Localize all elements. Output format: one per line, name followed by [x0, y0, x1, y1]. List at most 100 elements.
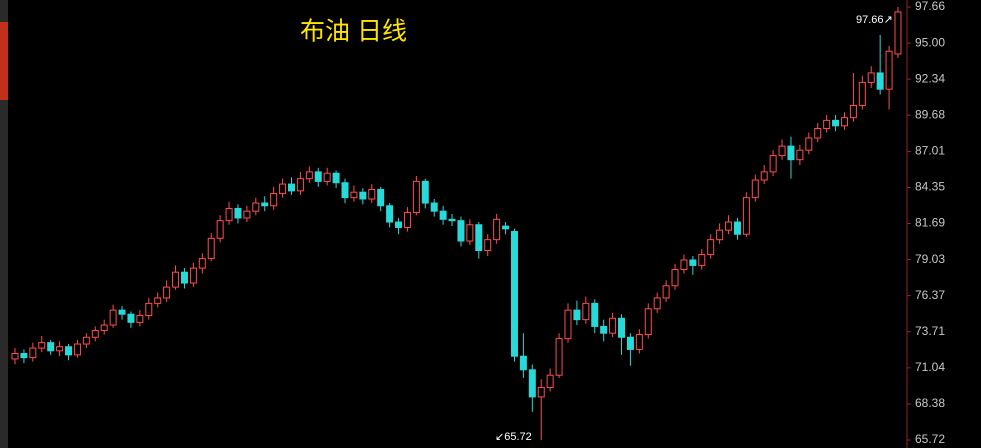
candle-body — [11, 353, 19, 360]
candle-body — [546, 374, 554, 388]
candle-body — [707, 239, 715, 256]
candle-body — [243, 210, 251, 219]
chart-title: 布油 日线 — [300, 18, 407, 46]
candle-body — [189, 267, 197, 284]
candle-body — [29, 347, 37, 359]
candle-body — [323, 172, 331, 182]
candle-body — [475, 224, 483, 252]
candle-body — [680, 259, 688, 270]
candle-body — [564, 309, 572, 340]
candle-body — [100, 324, 108, 331]
candle-body — [314, 171, 322, 182]
candle-body — [216, 220, 224, 239]
candle-body — [163, 286, 171, 299]
y-tick-label: 71.04 — [915, 360, 945, 374]
candle-body — [430, 202, 438, 212]
candle-body — [653, 297, 661, 310]
candle-body — [573, 309, 581, 321]
candle-body — [537, 386, 545, 398]
candle-body — [305, 171, 313, 180]
candle-body — [894, 11, 902, 55]
candle-body — [484, 239, 492, 252]
candle-body — [91, 329, 99, 338]
candle-body — [787, 145, 795, 161]
candle-body — [769, 155, 777, 173]
candle-body — [698, 254, 706, 266]
candle-body — [600, 325, 608, 334]
candle-body — [386, 205, 394, 223]
candle-body — [448, 218, 456, 222]
candle-body — [261, 202, 269, 207]
candle-body — [421, 180, 429, 204]
side-tab — [0, 22, 8, 100]
candle-body — [876, 72, 884, 90]
candle-body — [644, 308, 652, 336]
candle-body — [814, 128, 822, 139]
y-tick-label: 92.34 — [915, 71, 945, 85]
candle-body — [270, 193, 278, 207]
candle-body — [635, 334, 643, 350]
candle-body — [716, 229, 724, 241]
y-tick-label: 73.71 — [915, 324, 945, 338]
y-tick-label: 68.38 — [915, 396, 945, 410]
candle-body — [751, 179, 759, 199]
candle-body — [725, 221, 733, 231]
y-tick-label: 89.68 — [915, 107, 945, 121]
low-annotation: ↙65.72 — [495, 431, 532, 443]
candle-body — [760, 171, 768, 181]
candle-body — [350, 191, 358, 199]
candle-body — [671, 268, 679, 287]
candle-body — [778, 145, 786, 157]
candle-body — [109, 309, 117, 326]
candle-body — [136, 315, 144, 323]
candle-body — [287, 183, 295, 192]
candle-body — [510, 231, 518, 357]
y-tick-label: 76.37 — [915, 288, 945, 302]
candle-body — [38, 342, 46, 349]
high-annotation: 97.66↗ — [856, 14, 893, 26]
candle-body — [252, 202, 260, 212]
y-tick-label: 97.66 — [915, 0, 945, 13]
candle-body — [73, 343, 81, 356]
candle-body — [412, 180, 420, 214]
candle-body — [118, 309, 126, 315]
candle-body — [626, 336, 634, 350]
y-tick-label: 79.03 — [915, 252, 945, 266]
candle-body — [867, 72, 875, 83]
candle-body — [618, 317, 626, 338]
candle-body — [832, 119, 840, 127]
candle-body — [805, 137, 813, 151]
candle-body — [502, 225, 510, 230]
candle-body — [234, 207, 242, 219]
candle-body — [180, 271, 188, 284]
candle-body — [858, 81, 866, 106]
candle-body — [368, 189, 376, 200]
candle-body — [377, 189, 385, 207]
y-tick-label: 81.69 — [915, 216, 945, 230]
y-tick-label: 87.01 — [915, 144, 945, 158]
candle-body — [742, 197, 750, 235]
candle-body — [65, 346, 73, 356]
y-tick-label: 65.72 — [915, 432, 945, 446]
candle-body — [395, 221, 403, 228]
candle-body — [885, 50, 893, 90]
candle-body — [840, 117, 848, 127]
y-tick-label: 95.00 — [915, 35, 945, 49]
candle-body — [341, 182, 349, 199]
candle-body — [47, 342, 55, 352]
candle-body — [403, 212, 411, 228]
candle-body — [493, 218, 501, 241]
candle-body — [154, 297, 162, 304]
candle-body — [555, 338, 563, 376]
candle-body — [689, 259, 697, 266]
side-strip — [0, 0, 8, 448]
candle-body — [662, 285, 670, 299]
candle-body — [582, 302, 590, 321]
candle-body — [439, 210, 447, 220]
candle-body — [591, 302, 599, 327]
candle-body — [20, 353, 28, 359]
candle-body — [359, 191, 367, 200]
candle-body — [796, 149, 804, 161]
candle-body — [127, 313, 135, 323]
